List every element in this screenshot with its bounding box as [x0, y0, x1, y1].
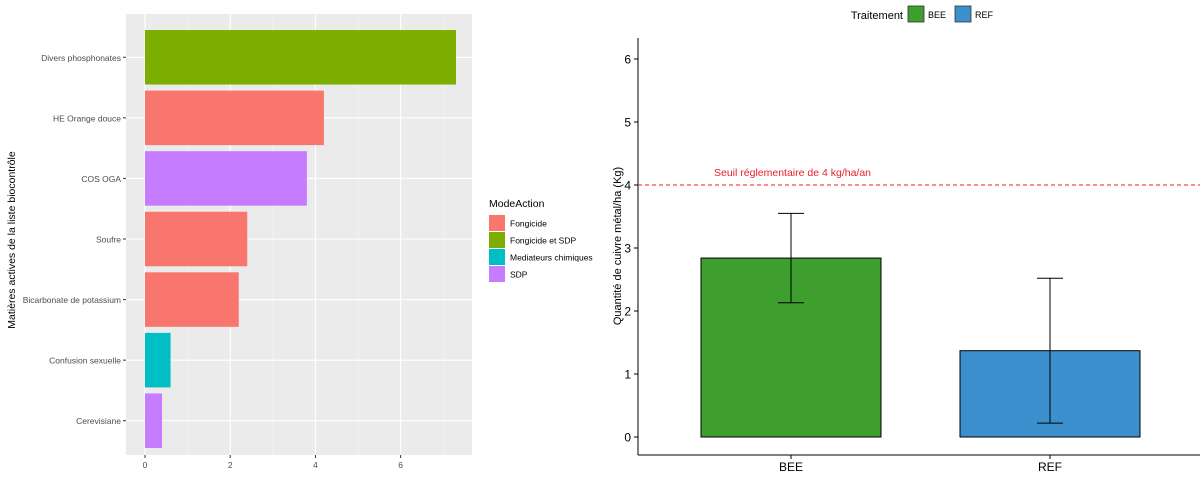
chart2-y-tick-label: 0	[624, 431, 631, 445]
chart2-threshold-label: Seuil réglementaire de 4 kg/ha/an	[714, 167, 871, 179]
chart1-legend-label: SDP	[510, 270, 528, 280]
chart2-legend-title: Traitement	[851, 10, 903, 22]
chart2-y-tick-label: 5	[624, 116, 631, 130]
chart2-y-tick-label: 2	[624, 305, 631, 319]
chart1-legend-swatch-sdp	[489, 266, 505, 282]
chart1-bar-he-orange-douce	[145, 90, 324, 146]
chart1-y-tick-label: Cerevisiane	[76, 416, 121, 426]
chart1-x-tick-label: 6	[398, 460, 403, 470]
chart1-bar-cos-oga	[145, 151, 307, 206]
chart1-legend-label: Fongicide	[510, 219, 547, 229]
chart2-y-tick-label: 3	[624, 242, 631, 256]
chart1-bar-soufre	[145, 211, 248, 267]
chart2-legend-swatch-ref	[954, 5, 972, 23]
chart1-bar-cerevisiane	[145, 393, 163, 448]
chart2-legend-swatch-bee	[907, 5, 925, 23]
chart1-y-tick-label: Confusion sexuelle	[49, 356, 121, 366]
chart1-x-tick-label: 4	[313, 460, 318, 470]
chart2-y-axis-title: Quantité de cuivre métal/ha (Kg)	[612, 167, 624, 325]
chart2-x-tick-label: BEE	[779, 460, 803, 473]
chart1-legend-title: ModeAction	[489, 198, 545, 210]
chart1-bar-bicarbonate-de-potassium	[145, 272, 239, 327]
chart2-y-tick-label: 1	[624, 368, 631, 382]
chart2-legend-label: BEE	[928, 10, 946, 20]
chart1-bar-confusion-sexuelle	[145, 332, 171, 388]
chart1-legend-swatch-mediateurs-chimiques	[489, 249, 505, 265]
chart1-x-tick-label: 2	[228, 460, 233, 470]
chart1-y-tick-label: COS OGA	[81, 174, 121, 184]
chart1-legend-label: Fongicide et SDP	[510, 236, 576, 246]
chart1-legend-label: Mediateurs chimiques	[510, 253, 593, 263]
chart1-legend-swatch-fongicide	[489, 215, 505, 231]
chart1-y-axis-title: Matières actives de la liste biocontrôle	[6, 151, 18, 329]
chart1-y-tick-label: HE Orange douce	[53, 113, 121, 123]
chart2-legend-label: REF	[975, 10, 994, 20]
chart1-bar-divers-phosphonates	[145, 30, 456, 85]
chart1-y-tick-label: Soufre	[96, 235, 121, 245]
chart1-y-tick-label: Divers phosphonates	[41, 53, 121, 63]
chart2-y-tick-label: 4	[624, 179, 631, 193]
chart1-x-tick-label: 0	[143, 460, 148, 470]
chart1-y-tick-label: Bicarbonate de potassium	[23, 295, 121, 305]
chart2-y-tick-label: 6	[624, 53, 631, 67]
chart1-legend-swatch-fongicide-et-sdp	[489, 232, 505, 248]
chart2-x-tick-label: REF	[1038, 460, 1062, 473]
